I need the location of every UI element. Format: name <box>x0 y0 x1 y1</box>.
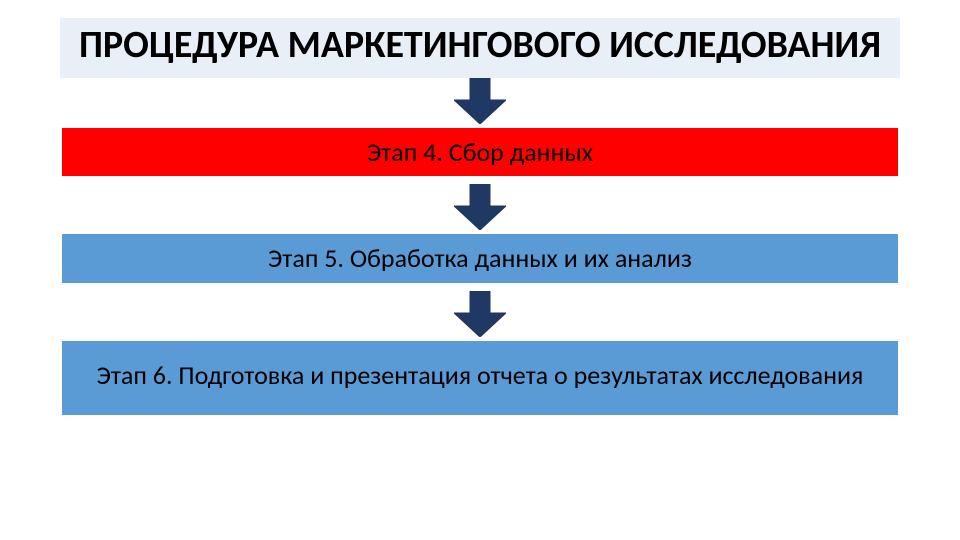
down-arrow-icon <box>454 291 506 337</box>
arrow-2 <box>454 184 506 230</box>
arrow-3 <box>454 291 506 337</box>
arrow-1 <box>454 78 506 124</box>
stage-5-box: Этап 5. Обработка данных и их анализ <box>60 232 900 285</box>
slide-canvas: ПРОЦЕДУРА МАРКЕТИНГОВОГО ИССЛЕДОВАНИЯ Эт… <box>0 0 960 540</box>
slide-title: ПРОЦЕДУРА МАРКЕТИНГОВОГО ИССЛЕДОВАНИЯ <box>60 18 900 78</box>
down-arrow-icon <box>454 78 506 124</box>
down-arrow-icon <box>454 184 506 230</box>
stage-4-box: Этап 4. Сбор данных <box>60 126 900 179</box>
stage-6-box: Этап 6. Подготовка и презентация отчета … <box>60 339 900 417</box>
